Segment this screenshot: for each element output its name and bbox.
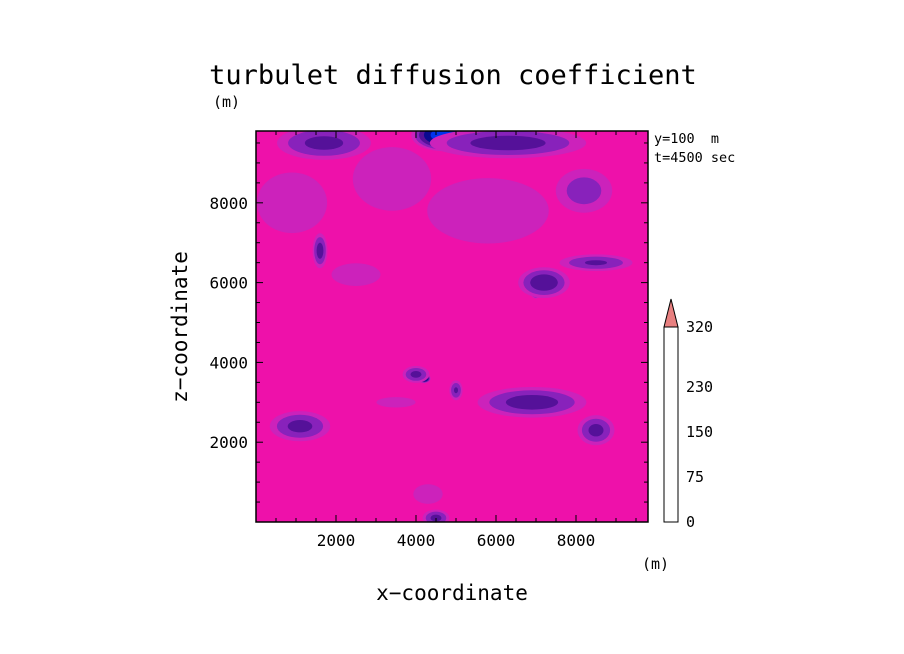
contour-feature — [427, 178, 549, 244]
colorbar-tick-label: 230 — [686, 378, 713, 396]
contour-feature — [256, 172, 328, 234]
contour-band-1 — [376, 397, 416, 408]
x-unit-label: (m) — [642, 555, 669, 573]
colorbar-tick-label: 150 — [686, 423, 713, 441]
contour-feature — [559, 254, 633, 271]
x-tick-label: 4000 — [397, 531, 436, 550]
colorbar: 0 75 150 230 320 — [663, 298, 713, 531]
x-tick-label: 8000 — [557, 531, 596, 550]
contour-feature — [402, 366, 430, 383]
annotation-time: t=4500 sec — [654, 150, 735, 166]
contour-feature — [312, 233, 328, 269]
contour-feature — [277, 131, 371, 160]
x-axis-title: x−coordinate — [376, 581, 528, 605]
contour-field — [256, 131, 633, 522]
contour-feature — [331, 263, 381, 286]
contour-band-1 — [413, 484, 443, 504]
colorbar-tick-label: 320 — [686, 318, 713, 336]
contour-band-3 — [530, 274, 558, 291]
y-tick-label: 2000 — [209, 433, 248, 452]
plot-frame — [255, 130, 649, 523]
contour-feature — [352, 147, 432, 211]
contour-feature — [518, 267, 570, 298]
contour-band-2 — [566, 177, 602, 205]
contour-band-3 — [470, 135, 546, 151]
annotation-y-position: y=100 m — [654, 131, 719, 147]
contour-feature — [429, 131, 587, 159]
contour-feature — [449, 380, 463, 401]
contour-band-1 — [427, 178, 549, 244]
contour-feature — [577, 415, 615, 446]
contour-band-3 — [410, 371, 422, 378]
x-axis: 2000 4000 6000 8000 — [275, 131, 637, 550]
contour-band-1 — [331, 263, 381, 286]
contour-band-3 — [316, 242, 324, 259]
contour-feature — [477, 387, 587, 418]
contour-feature — [269, 411, 331, 442]
y-tick-label: 8000 — [209, 194, 248, 213]
colorbar-tick-label: 0 — [686, 513, 695, 531]
y-tick-label: 6000 — [209, 274, 248, 293]
y-unit-label: (m) — [213, 93, 240, 111]
contour-band-3 — [588, 424, 604, 437]
contour-band-3 — [454, 387, 458, 394]
y-tick-label: 4000 — [209, 353, 248, 372]
chart-title: turbulet diffusion coefficient — [209, 60, 697, 91]
colorbar-extend-arrow — [663, 298, 679, 328]
contour-band-3 — [304, 136, 344, 150]
contour-band-1 — [256, 172, 328, 234]
contour-feature — [413, 484, 443, 504]
x-tick-label: 2000 — [317, 531, 356, 550]
contour-band-3 — [287, 420, 313, 433]
colorbar-frame — [663, 326, 679, 523]
contour-band-3 — [505, 395, 559, 410]
y-axis: 2000 4000 6000 8000 — [209, 142, 648, 503]
contour-band-1 — [352, 147, 432, 211]
x-tick-label: 6000 — [477, 531, 516, 550]
contour-feature — [422, 509, 450, 522]
contour-feature — [376, 397, 416, 408]
colorbar-tick-label: 75 — [686, 468, 704, 486]
contour-feature — [555, 168, 613, 213]
contour-band-3 — [585, 260, 607, 266]
y-axis-title: z−coordinate — [168, 251, 192, 403]
